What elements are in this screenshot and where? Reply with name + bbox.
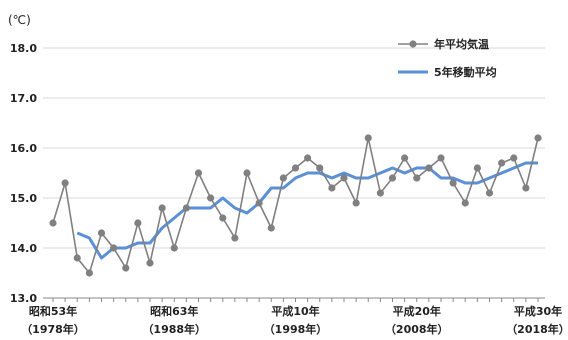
data-point	[231, 234, 239, 242]
x-tick-label-western: （1998年）	[264, 322, 328, 336]
x-tick-label-era: 昭和53年	[29, 304, 77, 318]
data-point	[485, 189, 494, 197]
data-point	[291, 164, 300, 172]
legend-marker-annual	[409, 40, 417, 48]
data-point	[425, 164, 433, 172]
y-tick-label: 16.0	[10, 142, 37, 155]
data-point	[510, 154, 518, 162]
x-tick-label-era: 昭和63年	[150, 304, 198, 318]
y-tick-label: 17.0	[10, 92, 37, 105]
data-point	[364, 134, 372, 142]
y-tick-label: 14.0	[10, 242, 37, 255]
legend-label-moving-average: 5年移動平均	[434, 65, 497, 79]
data-point	[219, 214, 227, 222]
y-axis-ticks: 13.0 14.0 15.0 16.0 17.0 18.0	[10, 42, 37, 305]
x-axis-ticks: 昭和53年 （1978年） 昭和63年 （1988年） 平成10年 （1998年） 平成20…	[21, 304, 568, 336]
data-point	[376, 189, 384, 197]
data-point	[243, 169, 251, 177]
data-point	[316, 164, 324, 172]
x-tick-label-western: （1988年）	[142, 322, 206, 336]
data-point	[340, 174, 348, 182]
data-point	[304, 154, 312, 162]
data-point	[255, 199, 263, 207]
y-tick-label: 18.0	[10, 42, 37, 55]
data-point	[522, 184, 530, 192]
data-point	[437, 154, 445, 162]
y-tick-label: 13.0	[10, 292, 37, 305]
data-point	[352, 199, 360, 207]
unit-label: (℃)	[8, 13, 31, 27]
series-group	[49, 134, 542, 277]
data-point	[49, 219, 57, 227]
data-point	[194, 169, 203, 177]
series-line-moving-average	[76, 161, 538, 260]
grid	[43, 47, 545, 302]
data-point	[534, 134, 542, 142]
x-tick-label-era: 平成10年	[271, 304, 319, 318]
legend: 年平均気温 5年移動平均	[398, 37, 497, 79]
x-tick-label-era: 平成30年	[514, 304, 562, 318]
x-tick-label-western: （2018年）	[506, 322, 568, 336]
data-point	[461, 199, 469, 207]
data-point	[61, 179, 69, 187]
x-tick-label-western: （1978年）	[21, 322, 85, 336]
data-point	[279, 174, 287, 182]
data-point	[122, 264, 130, 272]
data-point	[388, 174, 397, 182]
data-point	[401, 154, 409, 162]
data-point	[134, 219, 142, 227]
data-point	[207, 194, 215, 202]
x-tick-label-era: 平成20年	[393, 304, 441, 318]
data-point	[97, 229, 106, 237]
data-point	[158, 204, 166, 212]
data-point	[73, 254, 81, 262]
data-point	[170, 244, 178, 252]
data-point	[328, 184, 336, 192]
legend-label-annual: 年平均気温	[434, 37, 489, 51]
data-point	[85, 269, 93, 277]
data-point	[182, 204, 190, 212]
x-tick-label-western: （2008年）	[385, 322, 449, 336]
data-point	[110, 244, 118, 252]
y-tick-label: 15.0	[10, 192, 37, 205]
data-point	[498, 159, 506, 167]
data-point	[473, 164, 481, 172]
data-point	[146, 259, 154, 267]
data-point	[413, 174, 421, 182]
data-point	[449, 179, 457, 187]
data-point	[267, 224, 275, 232]
